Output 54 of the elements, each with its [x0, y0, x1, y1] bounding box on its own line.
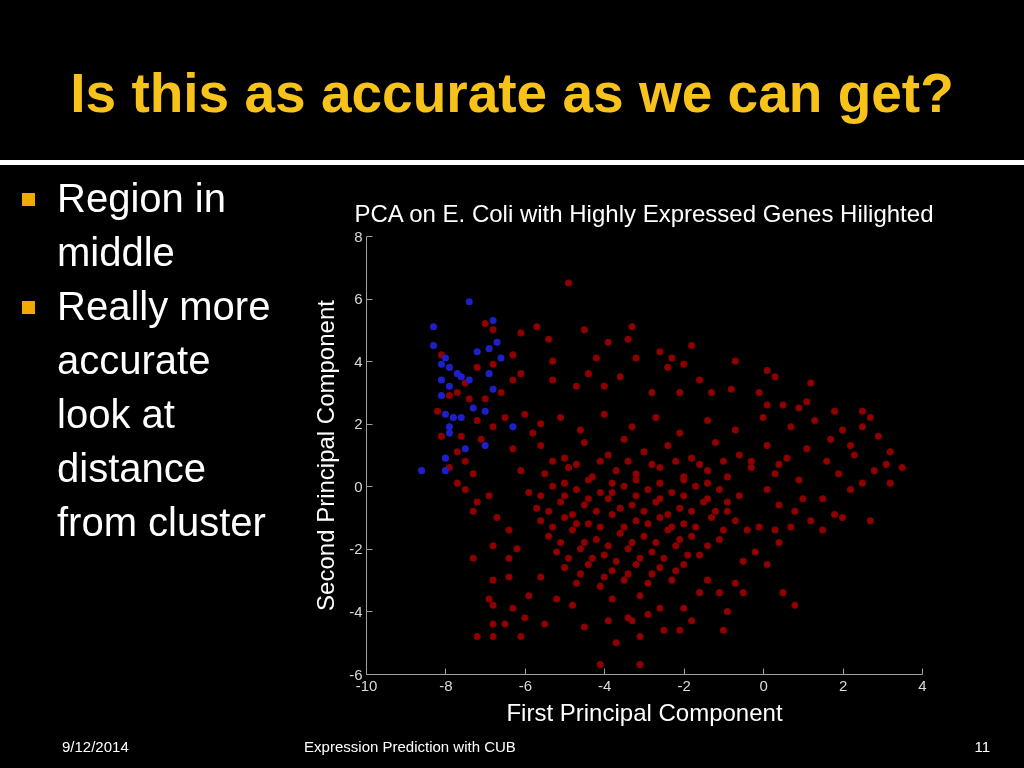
y-tick-label: -4 [349, 602, 363, 620]
x-axis-title: First Principal Component [506, 698, 783, 726]
point [481, 407, 489, 415]
chart-subtitle: PCA on E. Coli with Highly Expressed Genes Hilighted [354, 200, 934, 227]
point [441, 410, 449, 418]
x-tick-label: -4 [598, 676, 612, 694]
point [465, 376, 473, 384]
point [497, 354, 505, 362]
point [493, 338, 501, 346]
point [461, 445, 469, 453]
y-axis-title: Second Principal Component [312, 299, 340, 611]
y-tick-label: 8 [354, 227, 363, 245]
point [437, 392, 445, 400]
point [469, 404, 477, 412]
point [437, 376, 445, 384]
chart-title: Is this as accurate as we can get? [69, 61, 955, 126]
text: 11 [974, 737, 990, 757]
text: 9/12/2014 [62, 737, 129, 757]
x-tick-label: -8 [439, 676, 453, 694]
x-tick-label: 4 [918, 676, 927, 694]
point [489, 385, 497, 393]
point [445, 382, 453, 390]
y-tick-label: 4 [354, 352, 363, 370]
y-tick-label: 0 [354, 477, 363, 495]
point [429, 341, 438, 350]
point [445, 429, 453, 437]
point [457, 373, 465, 381]
text: Region in middle [57, 176, 227, 274]
text: Really more accurate look at distance from cluster [57, 284, 271, 544]
x-tick-label: -6 [518, 676, 533, 694]
point [485, 345, 493, 353]
point [457, 413, 465, 421]
point [441, 354, 449, 362]
point [441, 467, 449, 475]
point [429, 323, 438, 331]
point [449, 413, 457, 421]
x-tick-label: 2 [838, 676, 848, 694]
y-tick-label: 6 [354, 290, 363, 308]
point [509, 423, 517, 431]
text: Expression Prediction with CUB [304, 737, 516, 757]
point [485, 370, 493, 378]
point [489, 316, 497, 324]
y-tick-label: 2 [354, 415, 363, 433]
point [445, 363, 453, 371]
point [465, 298, 473, 306]
point [418, 467, 426, 475]
point [481, 442, 489, 450]
y-tick-label: -2 [349, 540, 363, 558]
x-tick-label: -2 [677, 676, 691, 694]
point [473, 348, 481, 356]
x-tick-label: 0 [759, 676, 768, 694]
point [445, 423, 453, 431]
point [441, 454, 449, 462]
point [437, 360, 445, 368]
